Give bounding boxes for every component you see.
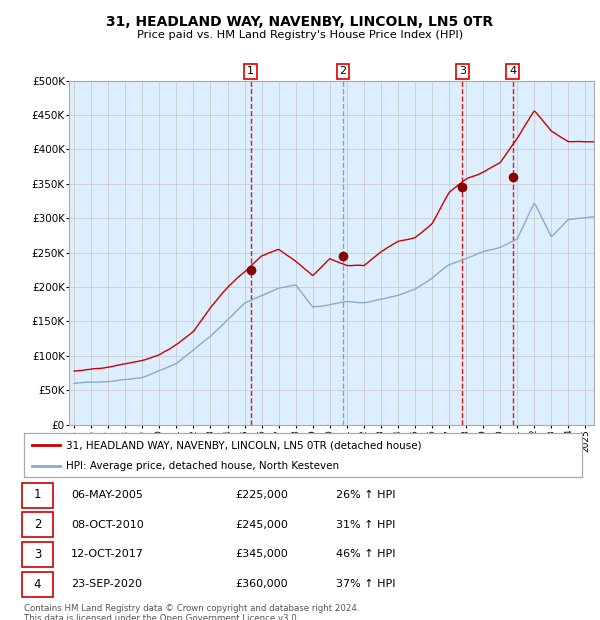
Text: £360,000: £360,000 — [236, 579, 288, 589]
Text: 31, HEADLAND WAY, NAVENBY, LINCOLN, LN5 0TR: 31, HEADLAND WAY, NAVENBY, LINCOLN, LN5 … — [106, 16, 494, 30]
Text: 31, HEADLAND WAY, NAVENBY, LINCOLN, LN5 0TR (detached house): 31, HEADLAND WAY, NAVENBY, LINCOLN, LN5 … — [66, 440, 421, 450]
FancyBboxPatch shape — [22, 542, 53, 567]
Text: 08-OCT-2010: 08-OCT-2010 — [71, 520, 144, 529]
Text: 3: 3 — [459, 66, 466, 76]
Text: 2: 2 — [34, 518, 41, 531]
Text: Contains HM Land Registry data © Crown copyright and database right 2024.
This d: Contains HM Land Registry data © Crown c… — [24, 604, 359, 620]
Text: 4: 4 — [34, 578, 41, 590]
Text: 23-SEP-2020: 23-SEP-2020 — [71, 579, 142, 589]
Text: 06-MAY-2005: 06-MAY-2005 — [71, 490, 143, 500]
Text: 4: 4 — [509, 66, 516, 76]
Text: HPI: Average price, detached house, North Kesteven: HPI: Average price, detached house, Nort… — [66, 461, 339, 471]
Text: 26% ↑ HPI: 26% ↑ HPI — [336, 490, 395, 500]
Text: 2: 2 — [340, 66, 346, 76]
Text: Price paid vs. HM Land Registry's House Price Index (HPI): Price paid vs. HM Land Registry's House … — [137, 30, 463, 40]
FancyBboxPatch shape — [22, 572, 53, 597]
Text: £225,000: £225,000 — [236, 490, 289, 500]
Text: 37% ↑ HPI: 37% ↑ HPI — [336, 579, 395, 589]
Text: 46% ↑ HPI: 46% ↑ HPI — [336, 549, 395, 559]
FancyBboxPatch shape — [22, 512, 53, 538]
Text: £245,000: £245,000 — [236, 520, 289, 529]
Text: £345,000: £345,000 — [236, 549, 289, 559]
FancyBboxPatch shape — [22, 482, 53, 508]
Text: 1: 1 — [34, 489, 41, 501]
Text: 3: 3 — [34, 548, 41, 560]
Text: 31% ↑ HPI: 31% ↑ HPI — [336, 520, 395, 529]
Text: 1: 1 — [247, 66, 254, 76]
Text: 12-OCT-2017: 12-OCT-2017 — [71, 549, 144, 559]
